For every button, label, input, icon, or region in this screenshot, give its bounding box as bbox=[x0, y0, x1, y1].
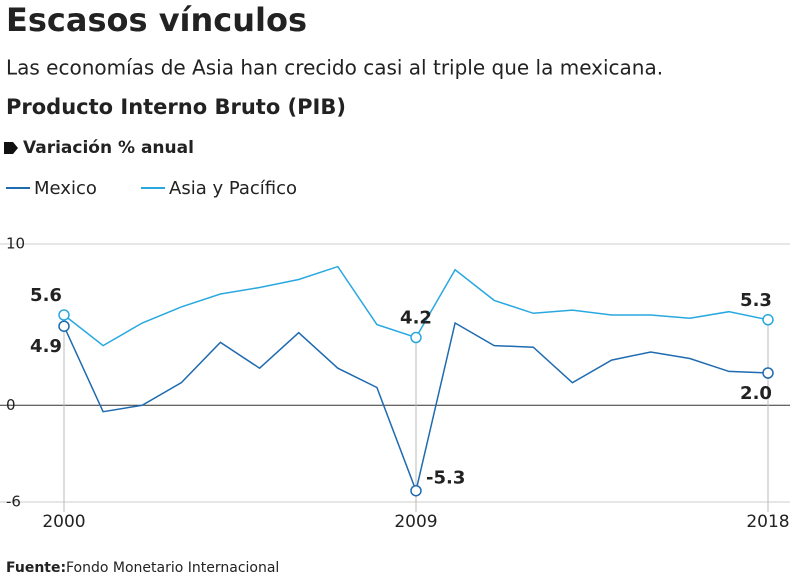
y-tick-label: 0 bbox=[6, 396, 16, 414]
value-label: 4.9 bbox=[30, 336, 62, 357]
point-marker bbox=[762, 314, 774, 326]
chart-subtitle: Las economías de Asia han crecido casi a… bbox=[6, 56, 663, 80]
value-label: 5.3 bbox=[740, 290, 772, 311]
point-marker bbox=[762, 367, 774, 379]
value-label: -5.3 bbox=[426, 468, 465, 489]
x-tick-label: 2000 bbox=[42, 512, 85, 532]
point-marker bbox=[410, 331, 422, 344]
y-tick-label: -6 bbox=[6, 493, 21, 511]
chart-title: Escasos vínculos bbox=[6, 1, 307, 39]
legend-label: Mexico bbox=[34, 178, 97, 199]
legend-label: Asia y Pacífico bbox=[169, 178, 297, 199]
value-label: 2.0 bbox=[740, 383, 772, 404]
source-label: Fuente: bbox=[6, 560, 66, 576]
point-marker bbox=[410, 484, 422, 497]
unit-marker bbox=[4, 142, 18, 154]
chart-heading: Producto Interno Bruto (PIB) bbox=[6, 95, 346, 119]
source-text: Fondo Monetario Internacional bbox=[66, 560, 279, 576]
point-marker bbox=[58, 320, 70, 332]
x-tick-label: 2009 bbox=[394, 512, 437, 532]
point-marker bbox=[58, 309, 70, 321]
value-label: 4.2 bbox=[400, 308, 432, 329]
y-tick-label: 10 bbox=[6, 235, 25, 253]
x-tick-label: 2018 bbox=[746, 512, 789, 532]
unit-label: Variación % anual bbox=[23, 138, 194, 158]
value-label: 5.6 bbox=[30, 285, 62, 306]
